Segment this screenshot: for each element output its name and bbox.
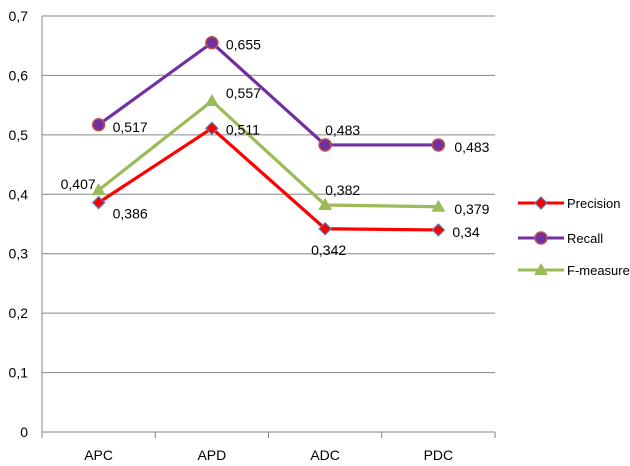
- data-label-f-measures: 0,382: [325, 182, 360, 198]
- data-label-precision: 0,342: [311, 242, 346, 258]
- point-precision-1: [205, 121, 219, 136]
- y-tick-label: 0,3: [9, 246, 29, 262]
- point-f-measures-3: [431, 199, 446, 212]
- y-tick-label: 0,1: [9, 365, 29, 381]
- data-label-recall: 0,483: [325, 122, 360, 138]
- point-recall-1: [205, 35, 219, 50]
- legend-label-precision: Precision: [567, 196, 620, 211]
- point-precision-3: [431, 223, 446, 237]
- legend-marker-precision: [534, 196, 548, 210]
- data-label-recall: 0,483: [454, 139, 489, 155]
- point-precision-0: [91, 195, 106, 210]
- legend-marker-recall: [534, 231, 548, 245]
- y-tick-label: 0,2: [9, 305, 29, 321]
- gridlines: [41, 15, 495, 433]
- series-group: [91, 35, 446, 237]
- data-label-precision: 0,511: [226, 121, 260, 137]
- series-line-precision: [97, 126, 439, 232]
- data-label-f-measures: 0,407: [61, 176, 96, 192]
- point-recall-3: [431, 138, 446, 152]
- data-label-f-measures: 0,557: [226, 85, 261, 101]
- x-tick-label: ADC: [310, 447, 340, 463]
- x-tick-label: PDC: [424, 447, 454, 463]
- data-labels: 0,386 0,511 0,342 0,34 0,517 0,655 0,483 0,483 0…: [61, 37, 490, 258]
- data-label-recall: 0,655: [226, 37, 261, 53]
- series-line-f-measures: [97, 99, 439, 209]
- data-label-precision: 0,386: [113, 206, 148, 222]
- y-tick-label: 0: [20, 424, 28, 440]
- legend-label-f-measures: F-measures: [567, 263, 630, 278]
- data-label-recall: 0,517: [113, 119, 148, 135]
- y-tick-label: 0,4: [9, 186, 29, 202]
- legend-marker-f-measures: [534, 263, 548, 275]
- y-axis-ticks: 0 0,1 0,2 0,3 0,4 0,5 0,6 0,7: [9, 8, 29, 440]
- data-label-precision: 0,34: [452, 224, 479, 240]
- y-tick-label: 0,7: [9, 8, 29, 24]
- point-f-measures-2: [318, 197, 333, 210]
- y-tick-label: 0,5: [9, 127, 29, 143]
- point-recall-2: [318, 138, 332, 152]
- x-axis-ticks: APC APD ADC PDC: [41, 432, 496, 463]
- x-tick-label: APC: [84, 447, 113, 463]
- legend: Precision Recall F-measures: [518, 196, 630, 278]
- point-f-measures-1: [204, 93, 219, 106]
- legend-label-recall: Recall: [567, 231, 603, 246]
- point-f-measures-0: [91, 183, 106, 196]
- y-tick-label: 0,6: [9, 67, 29, 83]
- x-tick-label: APD: [197, 447, 226, 463]
- series-line-recall: [97, 41, 439, 147]
- point-precision-2: [318, 221, 332, 236]
- point-recall-0: [91, 118, 106, 132]
- data-label-f-measures: 0,379: [454, 201, 489, 217]
